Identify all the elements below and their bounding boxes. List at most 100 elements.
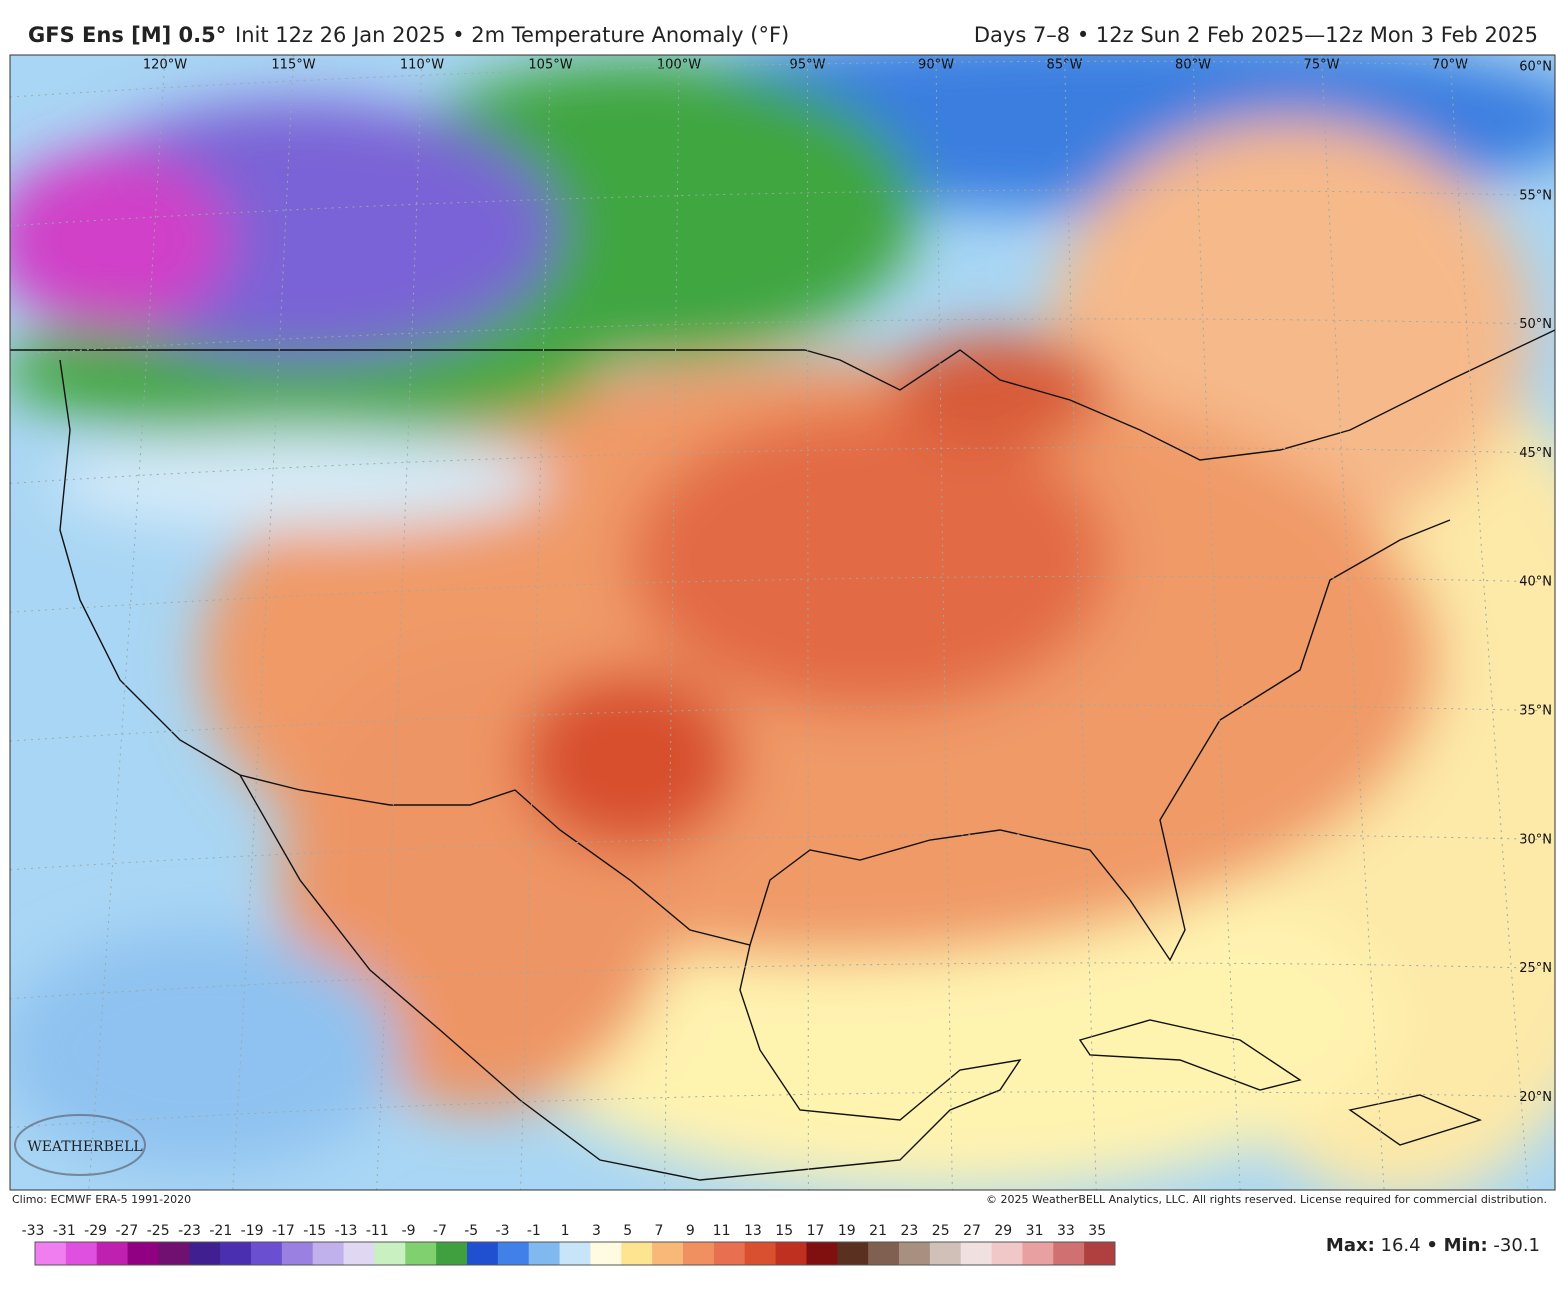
colorbar-label: -3: [496, 1223, 510, 1239]
colorbar-swatch: [652, 1242, 684, 1265]
colorbar-swatch: [158, 1242, 190, 1265]
colorbar-label: 31: [1026, 1223, 1044, 1239]
colorbar-label: 35: [1088, 1223, 1106, 1239]
latitude-label: 45°N: [1519, 446, 1552, 461]
parallel: [10, 189, 1555, 227]
colorbar-label: 5: [623, 1223, 632, 1239]
colorbar-swatch: [744, 1242, 777, 1265]
colorbar-swatch: [528, 1242, 561, 1265]
colorbar-frame: [34, 1241, 1116, 1266]
colorbar-label: 3: [592, 1223, 601, 1239]
parallel: [10, 1091, 1555, 1128]
valid-time: Days 7–8 • 12z Sun 2 Feb 2025—12z Mon 3 …: [974, 23, 1538, 47]
latitude-label: 60°N: [1519, 60, 1552, 75]
max-value: 16.4: [1381, 1235, 1421, 1256]
copyright: © 2025 WeatherBELL Analytics, LLC. All r…: [986, 1193, 1547, 1206]
longitude-label: 115°W: [271, 58, 315, 73]
colorbar-swatch: [590, 1242, 622, 1265]
colorbar-swatch: [621, 1242, 653, 1265]
min-value: -30.1: [1493, 1235, 1540, 1256]
islands: [1078, 1019, 1483, 1146]
parallel: [10, 60, 1555, 98]
longitude-label: 120°W: [143, 58, 187, 73]
meridian: [1192, 55, 1241, 1190]
coastline: [59, 359, 1451, 962]
map: 120°W 115°W 110°W 105°W 100°W 95°W 90°W 85°W 80°…: [10, 55, 1555, 1190]
colorbar-swatch: [1053, 1242, 1085, 1265]
longitude-label: 75°W: [1304, 58, 1340, 73]
colorbar-swatch: [467, 1242, 499, 1265]
colorbar-label: 9: [686, 1223, 695, 1239]
meridian: [232, 55, 294, 1190]
meridian: [1449, 55, 1529, 1190]
colorbar-swatch: [405, 1242, 437, 1265]
latitude-label: 20°N: [1519, 1090, 1552, 1105]
longitude-label: 100°W: [657, 58, 701, 73]
max-min: Max: 16.4 • Min: -30.1: [1326, 1235, 1540, 1256]
coastline: [239, 774, 1022, 1181]
colorbar-swatch: [343, 1242, 375, 1265]
colorbar-label: 19: [838, 1223, 856, 1239]
meridian: [376, 55, 423, 1190]
meridian: [88, 55, 166, 1190]
meridian: [663, 55, 680, 1190]
longitude-label: 95°W: [790, 58, 826, 73]
colorbar-swatch: [436, 1242, 468, 1265]
latitude-label: 25°N: [1519, 961, 1552, 976]
colorbar-swatch: [281, 1242, 314, 1265]
latitude-label: 40°N: [1519, 575, 1552, 590]
colorbar-label: -5: [464, 1223, 478, 1239]
longitude-label: 105°W: [528, 58, 572, 73]
subtitle: Init 12z 26 Jan 2025 • 2m Temperature An…: [235, 23, 789, 47]
colorbar-label: 33: [1057, 1223, 1075, 1239]
colorbar-label: 7: [655, 1223, 664, 1239]
colorbar-label: -33: [22, 1223, 45, 1239]
model-title: GFS Ens [M] 0.5°: [28, 23, 226, 47]
longitude-label: 70°W: [1432, 58, 1468, 73]
colorbar-swatch: [35, 1242, 67, 1265]
colorbar-label: -7: [433, 1223, 447, 1239]
colorbar-label: -9: [402, 1223, 416, 1239]
latitude-label: 50°N: [1519, 317, 1552, 332]
latitude-label: 30°N: [1519, 832, 1552, 847]
colorbar-label: 23: [900, 1223, 918, 1239]
colorbar-swatch: [806, 1242, 838, 1265]
colorbar-label: -29: [84, 1223, 107, 1239]
meridian: [520, 55, 551, 1190]
colorbar-label: 1: [561, 1223, 570, 1239]
colorbar-label: 21: [869, 1223, 887, 1239]
colorbar-swatch: [96, 1242, 129, 1265]
colorbar-label: -23: [178, 1223, 201, 1239]
colorbar-label: -19: [241, 1223, 264, 1239]
colorbar-swatch: [65, 1242, 98, 1265]
meridian: [807, 55, 809, 1190]
field: [50, 430, 550, 530]
colorbar-swatch: [775, 1242, 807, 1265]
colorbar-swatch: [713, 1242, 746, 1265]
border: [10, 329, 1555, 461]
field: [520, 670, 740, 850]
colorbar-swatch: [374, 1242, 406, 1265]
colorbar-swatch: [312, 1242, 345, 1265]
parallel: [10, 833, 1555, 871]
parallel: [10, 447, 1555, 484]
colorbar-label: -11: [366, 1223, 389, 1239]
longitude-label: 90°W: [918, 58, 954, 73]
longitude-label: 85°W: [1047, 58, 1083, 73]
colorbar-label: 17: [807, 1223, 825, 1239]
separator: •: [1426, 1235, 1438, 1256]
colorbar-label: -17: [272, 1223, 295, 1239]
colorbar-swatch: [960, 1242, 993, 1265]
colorbar-swatch: [251, 1242, 283, 1265]
colorbar-swatch: [497, 1242, 530, 1265]
meridian: [1064, 55, 1097, 1190]
colorbar-swatch: [559, 1242, 591, 1265]
meridian: [1321, 55, 1385, 1190]
colorbar-swatch: [1084, 1242, 1116, 1265]
latitude-label: 35°N: [1519, 704, 1552, 719]
parallel: [10, 962, 1555, 1000]
colorbar-label: 15: [775, 1223, 793, 1239]
colorbar-label: -21: [209, 1223, 232, 1239]
colorbar-swatch: [220, 1242, 252, 1265]
climo-note: Climo: ECMWF ERA-5 1991-2020: [12, 1193, 191, 1206]
